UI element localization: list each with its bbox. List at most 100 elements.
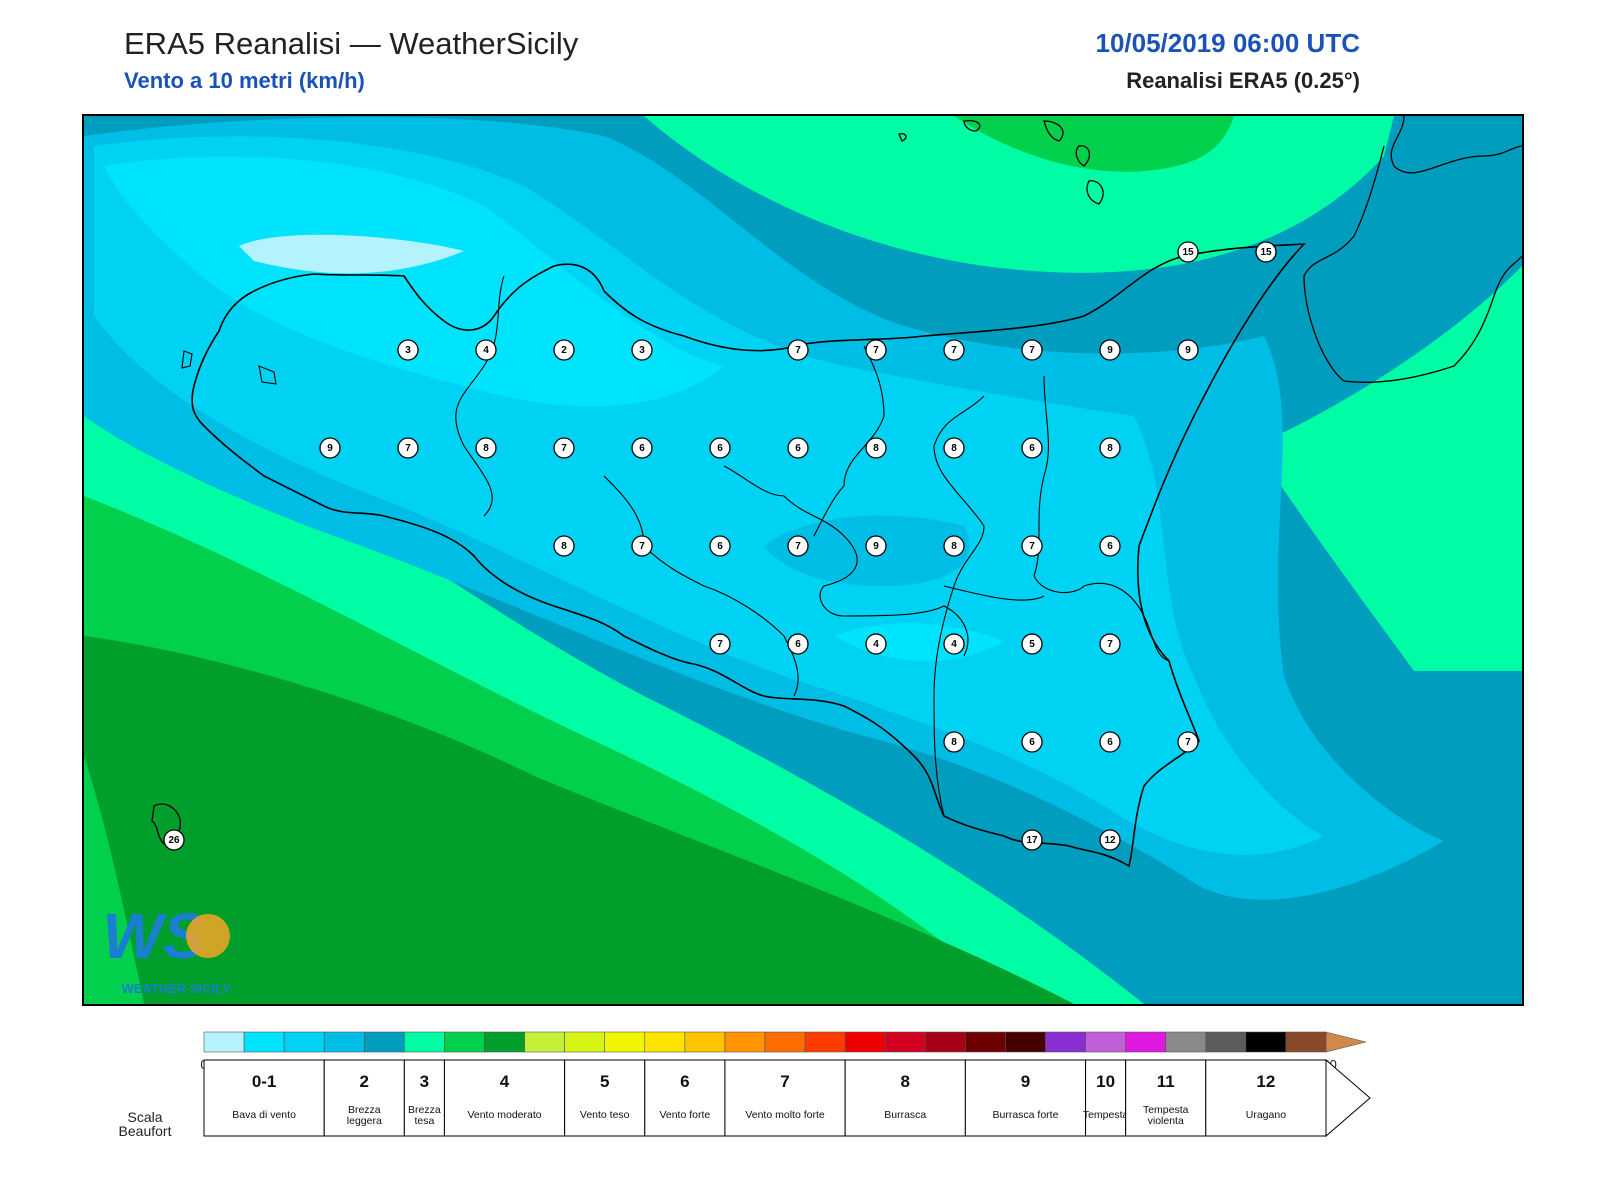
beaufort-box [644, 1059, 726, 1137]
station-wind-value: 26 [168, 835, 180, 846]
beaufort-label: Uragano [1246, 1109, 1286, 1121]
beaufort-label: Vento teso [580, 1109, 630, 1121]
station-dot [787, 339, 809, 361]
station-marker: 7 [553, 437, 575, 459]
beaufort-class: 4 Vento moderato [443, 1059, 566, 1137]
beaufort-label: Vento moderato [467, 1109, 541, 1121]
station-marker: 9 [865, 535, 887, 557]
station-dot [1021, 535, 1043, 557]
beaufort-class: 2 Brezza leggera [323, 1059, 405, 1137]
station-wind-value: 7 [561, 443, 567, 454]
station-wind-value: 7 [873, 345, 879, 356]
beaufort-label: Bava di vento [232, 1109, 296, 1121]
sun-icon [186, 914, 230, 958]
station-dot [1099, 633, 1121, 655]
station-marker: 4 [475, 339, 497, 361]
colorbar-swatch [1085, 1031, 1126, 1053]
station-wind-value: 6 [717, 443, 723, 454]
beaufort-class: 8 Burrasca [844, 1059, 966, 1137]
station-dot [865, 535, 887, 557]
station-marker: 8 [475, 437, 497, 459]
beaufort-class: 6 Vento forte [644, 1059, 726, 1137]
colorbar-swatch [764, 1031, 806, 1053]
station-dot [1021, 633, 1043, 655]
beaufort-label: Vento forte [659, 1109, 710, 1121]
beaufort-caption: Scala Beaufort [118, 1109, 172, 1139]
station-wind-value: 6 [1029, 443, 1035, 454]
station-marker: 8 [553, 535, 575, 557]
beaufort-box [1125, 1059, 1207, 1137]
station-wind-value: 5 [1029, 639, 1035, 650]
station-marker: 7 [943, 339, 965, 361]
beaufort-number: 6 [680, 1072, 689, 1091]
calabria-coastline [1303, 116, 1522, 383]
station-marker: 8 [943, 535, 965, 557]
station-wind-value: 15 [1260, 247, 1272, 258]
station-wind-value: 3 [639, 345, 645, 356]
colorbar-legend: 0257101520253035404550556065707580859095… [200, 1031, 1371, 1138]
station-dot [1021, 437, 1043, 459]
beaufort-box [844, 1059, 966, 1137]
station-marker: 7 [787, 339, 809, 361]
aeolian-islands [898, 120, 1104, 205]
station-markers: 3 4 2 3 7 7 7 7 9 9 9 7 8 7 6 6 6 8 8 6 8 8 7 6 7 9 8 7 6 7 6 4 4 5 7 8 6 6 7 1… [163, 241, 1277, 851]
station-wind-value: 9 [873, 541, 879, 552]
station-dot [1099, 437, 1121, 459]
station-marker: 3 [397, 339, 419, 361]
station-marker: 9 [1099, 339, 1121, 361]
beaufort-number: 11 [1157, 1072, 1175, 1091]
station-dot [319, 437, 341, 459]
station-dot [1021, 829, 1043, 851]
station-wind-value: 3 [405, 345, 411, 356]
station-marker: 7 [1021, 339, 1043, 361]
beaufort-arrow [1325, 1058, 1371, 1138]
station-dot [397, 339, 419, 361]
station-dot [943, 437, 965, 459]
colorbar-swatch [203, 1031, 245, 1053]
beaufort-class: 3 Brezza tesa [403, 1059, 445, 1137]
station-dot [631, 339, 653, 361]
beaufort-number: 5 [600, 1072, 609, 1091]
logo-name: WEATHER SICILY [121, 981, 230, 996]
station-wind-value: 4 [951, 639, 957, 650]
station-marker: 4 [865, 633, 887, 655]
beaufort-class: 7 Vento molto forte [724, 1059, 846, 1137]
station-wind-value: 6 [639, 443, 645, 454]
station-dot [397, 437, 419, 459]
colorbar-swatch [884, 1031, 926, 1053]
station-wind-value: 6 [717, 541, 723, 552]
station-wind-value: 8 [951, 737, 957, 748]
station-wind-value: 6 [1107, 541, 1113, 552]
map-subtitle: Vento a 10 metri (km/h) [124, 68, 365, 93]
station-dot [1177, 731, 1199, 753]
map-title: ERA5 Reanalisi — WeatherSicily [124, 26, 579, 61]
wind-field: 3 4 2 3 7 7 7 7 9 9 9 7 8 7 6 6 6 8 8 6 8 8 7 6 7 9 8 7 6 7 6 4 4 5 7 8 6 6 7 1… [84, 116, 1522, 1004]
egadi-islands [181, 350, 277, 385]
station-marker: 15 [1177, 241, 1199, 263]
station-marker: 7 [1021, 535, 1043, 557]
station-wind-value: 8 [873, 443, 879, 454]
station-marker: 8 [943, 731, 965, 753]
station-marker: 7 [865, 339, 887, 361]
station-wind-value: 7 [795, 541, 801, 552]
station-dot [787, 633, 809, 655]
band-15-20-north [644, 116, 1394, 273]
beaufort-box [443, 1059, 566, 1137]
colorbar-swatch [684, 1031, 726, 1053]
station-dot [943, 731, 965, 753]
beaufort-box [964, 1059, 1087, 1137]
station-dot [709, 437, 731, 459]
station-dot [1021, 339, 1043, 361]
station-wind-value: 7 [639, 541, 645, 552]
station-marker: 6 [787, 437, 809, 459]
station-wind-value: 6 [795, 639, 801, 650]
colorbar-swatch [524, 1031, 565, 1053]
beaufort-class: 11 Tempesta violenta [1125, 1059, 1207, 1137]
station-marker: 6 [709, 535, 731, 557]
station-wind-value: 8 [951, 541, 957, 552]
beaufort-class: 10 Tempesta [1083, 1059, 1129, 1137]
station-dot [1177, 241, 1199, 263]
colorbar-swatch [404, 1031, 445, 1053]
station-dot [1177, 339, 1199, 361]
beaufort-number: 3 [420, 1072, 429, 1091]
